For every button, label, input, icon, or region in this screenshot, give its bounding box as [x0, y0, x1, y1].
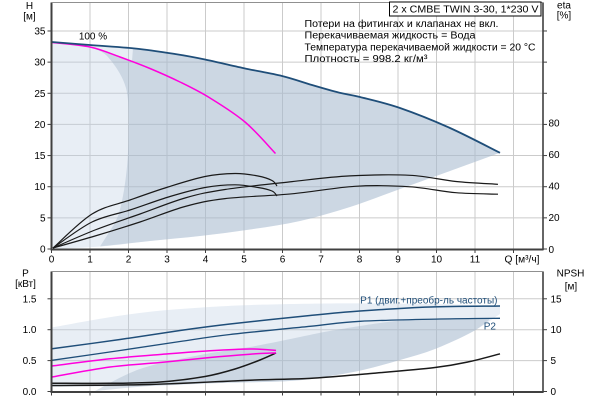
- svg-text:60: 60: [549, 150, 561, 161]
- svg-text:P2: P2: [484, 322, 497, 333]
- svg-text:0.5: 0.5: [23, 356, 37, 367]
- svg-text:2 х CMBE TWIN 3-30, 1*230 V: 2 х CMBE TWIN 3-30, 1*230 V: [393, 5, 539, 16]
- svg-text:Температура перекачиваемой жид: Температура перекачиваемой жидкости = 20…: [305, 42, 536, 53]
- svg-text:2: 2: [126, 255, 132, 266]
- svg-text:[кВт]: [кВт]: [15, 279, 36, 290]
- svg-text:9: 9: [395, 255, 401, 266]
- svg-text:0.0: 0.0: [23, 387, 37, 398]
- svg-text:15: 15: [34, 151, 46, 162]
- svg-text:80: 80: [549, 119, 561, 130]
- svg-text:Плотность = 998.2 кг/м³: Плотность = 998.2 кг/м³: [305, 54, 429, 65]
- svg-text:35: 35: [34, 27, 46, 38]
- svg-text:1.0: 1.0: [23, 325, 37, 336]
- svg-text:20: 20: [549, 213, 561, 224]
- svg-text:0: 0: [40, 245, 46, 256]
- svg-text:3: 3: [164, 255, 170, 266]
- svg-text:Потери на фитингах и клапанах: Потери на фитингах и клапанах не вкл.: [305, 18, 499, 30]
- svg-text:6: 6: [280, 255, 286, 266]
- svg-text:15: 15: [551, 294, 563, 305]
- svg-text:H: H: [26, 1, 33, 12]
- svg-text:Q [м³/ч]: Q [м³/ч]: [505, 255, 540, 266]
- svg-text:[м]: [м]: [23, 12, 36, 23]
- svg-text:Перекачиваемая жидкость = Вода: Перекачиваемая жидкость = Вода: [305, 31, 476, 42]
- svg-text:10: 10: [431, 255, 443, 266]
- svg-text:30: 30: [34, 58, 46, 69]
- svg-text:0: 0: [549, 245, 555, 256]
- svg-text:5: 5: [551, 356, 557, 367]
- svg-text:eta: eta: [557, 1, 571, 12]
- svg-text:NPSH: NPSH: [557, 269, 585, 280]
- svg-text:P1 (двиг.+преобр-ль частоты): P1 (двиг.+преобр-ль частоты): [360, 295, 497, 307]
- svg-text:5: 5: [40, 213, 46, 224]
- svg-text:100 %: 100 %: [79, 32, 107, 43]
- svg-text:11: 11: [470, 255, 481, 266]
- svg-text:25: 25: [34, 89, 46, 100]
- svg-text:10: 10: [551, 325, 563, 336]
- svg-text:8: 8: [357, 255, 363, 266]
- svg-text:[м]: [м]: [565, 282, 578, 293]
- svg-text:10: 10: [34, 182, 46, 193]
- svg-text:0: 0: [49, 255, 55, 266]
- svg-text:0: 0: [551, 387, 557, 398]
- svg-text:7: 7: [318, 255, 324, 266]
- svg-text:1.5: 1.5: [23, 294, 37, 305]
- svg-text:1: 1: [87, 255, 93, 266]
- svg-text:20: 20: [34, 120, 46, 131]
- svg-text:P: P: [22, 269, 29, 280]
- svg-text:4: 4: [203, 255, 209, 266]
- svg-text:40: 40: [549, 182, 561, 193]
- svg-text:[%]: [%]: [557, 11, 572, 22]
- svg-text:5: 5: [241, 255, 247, 266]
